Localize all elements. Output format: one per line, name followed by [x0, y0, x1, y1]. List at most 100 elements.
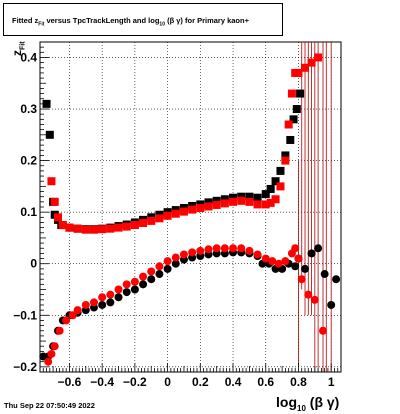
data-point-circle	[73, 306, 82, 315]
data-point-square	[253, 193, 262, 202]
data-point-circle	[171, 259, 180, 268]
data-point-square	[65, 223, 74, 232]
data-point-circle	[320, 270, 329, 279]
data-point-circle	[304, 290, 313, 299]
data-point-square	[307, 58, 316, 67]
data-point-square	[276, 166, 285, 175]
y-tick-label: 0.4	[20, 50, 37, 64]
data-point-square	[73, 224, 82, 233]
data-point-square	[220, 195, 229, 204]
axis-ticks: −0.6 −0.4 −0.2 0 0.2 0.4 0.6 0.8 1 −0.2 −0.1 0 0.1 0.…	[13, 46, 339, 389]
data-point-square	[204, 202, 213, 211]
x-tick-label: 0.4	[225, 375, 242, 389]
data-point-circle	[163, 257, 172, 266]
y-tick-label: 0.1	[20, 205, 37, 219]
x-tick-label: −0.4	[90, 375, 114, 389]
data-point-square	[276, 182, 285, 191]
data-point-square	[266, 184, 275, 193]
data-point-circle	[237, 244, 246, 253]
data-point-square	[114, 223, 123, 232]
x-tick-label: 1	[328, 375, 335, 389]
data-point-square	[245, 192, 254, 201]
data-point-circle	[229, 244, 238, 253]
data-point-circle	[261, 254, 270, 263]
data-point-circle	[98, 300, 107, 309]
data-point-circle	[196, 246, 205, 255]
x-tick-label: −0.2	[123, 375, 147, 389]
data-point-circle	[106, 298, 115, 307]
data-point-square	[237, 192, 246, 201]
data-point-square	[271, 177, 280, 186]
data-point-square	[163, 211, 172, 220]
data-point-square	[106, 224, 115, 233]
data-marks	[39, 53, 341, 366]
x-tick-label: 0.8	[290, 375, 307, 389]
data-point-square	[296, 89, 305, 98]
data-point-circle	[179, 250, 188, 259]
data-point-square	[89, 225, 98, 234]
data-point-circle	[204, 245, 213, 254]
x-tick-label: −0.6	[58, 375, 82, 389]
data-point-circle	[245, 246, 254, 255]
data-point-square	[253, 200, 262, 209]
data-point-circle	[155, 270, 164, 279]
y-axis-label-main: z	[10, 50, 24, 56]
data-point-circle	[122, 280, 131, 289]
data-point-square	[266, 198, 275, 207]
data-point-square	[229, 197, 238, 206]
data-point-circle	[220, 244, 229, 253]
data-point-square	[286, 135, 295, 144]
title-log-sub: 10	[159, 21, 165, 28]
data-point-square	[261, 200, 270, 209]
data-point-square	[130, 221, 139, 230]
data-point-circle	[319, 326, 328, 335]
x-axis-label-main: log	[276, 394, 297, 410]
data-point-circle	[50, 342, 59, 351]
title-symbol: z	[34, 16, 39, 25]
data-point-square	[271, 195, 280, 204]
data-point-circle	[155, 262, 164, 271]
error-bars	[298, 42, 332, 372]
data-point-circle	[314, 244, 323, 253]
data-point-square	[122, 222, 131, 231]
data-point-circle	[291, 244, 300, 253]
data-point-circle	[130, 277, 139, 286]
title-middle: versus TpcTrackLength and log	[46, 16, 160, 25]
y-tick-label: −0.1	[13, 308, 37, 322]
data-point-circle	[301, 264, 310, 273]
data-point-circle	[68, 311, 77, 320]
timestamp-footer: Thu Sep 22 07:50:49 2022	[4, 401, 95, 410]
data-point-circle	[62, 316, 71, 325]
data-point-circle	[294, 254, 303, 263]
data-point-square	[179, 207, 188, 216]
data-point-square	[281, 151, 290, 160]
x-axis-label: log10 (β γ)	[276, 394, 339, 413]
data-point-square	[196, 204, 205, 213]
data-point-circle	[163, 264, 172, 273]
data-point-circle	[44, 357, 53, 366]
data-point-circle	[47, 349, 56, 358]
data-point-square	[284, 120, 293, 129]
data-point-square	[155, 214, 164, 223]
data-point-circle	[307, 249, 316, 258]
data-point-square	[147, 216, 156, 225]
data-point-square	[50, 197, 59, 206]
data-point-square	[53, 213, 62, 222]
data-point-circle	[332, 275, 341, 284]
title-symbol-sub: Fit	[38, 21, 45, 28]
y-axis-label-sub: Fit	[19, 41, 27, 50]
data-point-square	[245, 197, 254, 206]
data-point-square	[45, 130, 54, 139]
y-tick-label: 0.2	[20, 154, 37, 168]
data-point-square	[81, 225, 90, 234]
data-point-circle	[297, 275, 306, 284]
x-tick-label: 0.2	[192, 375, 209, 389]
y-tick-label: −0.2	[13, 360, 37, 374]
data-point-square	[294, 68, 303, 77]
data-point-square	[229, 193, 238, 202]
data-point-square	[220, 199, 229, 208]
data-point-circle	[274, 259, 283, 268]
title-tail: (β γ) for Primary kaon+	[167, 16, 249, 25]
y-tick-label: 0.3	[20, 102, 37, 116]
